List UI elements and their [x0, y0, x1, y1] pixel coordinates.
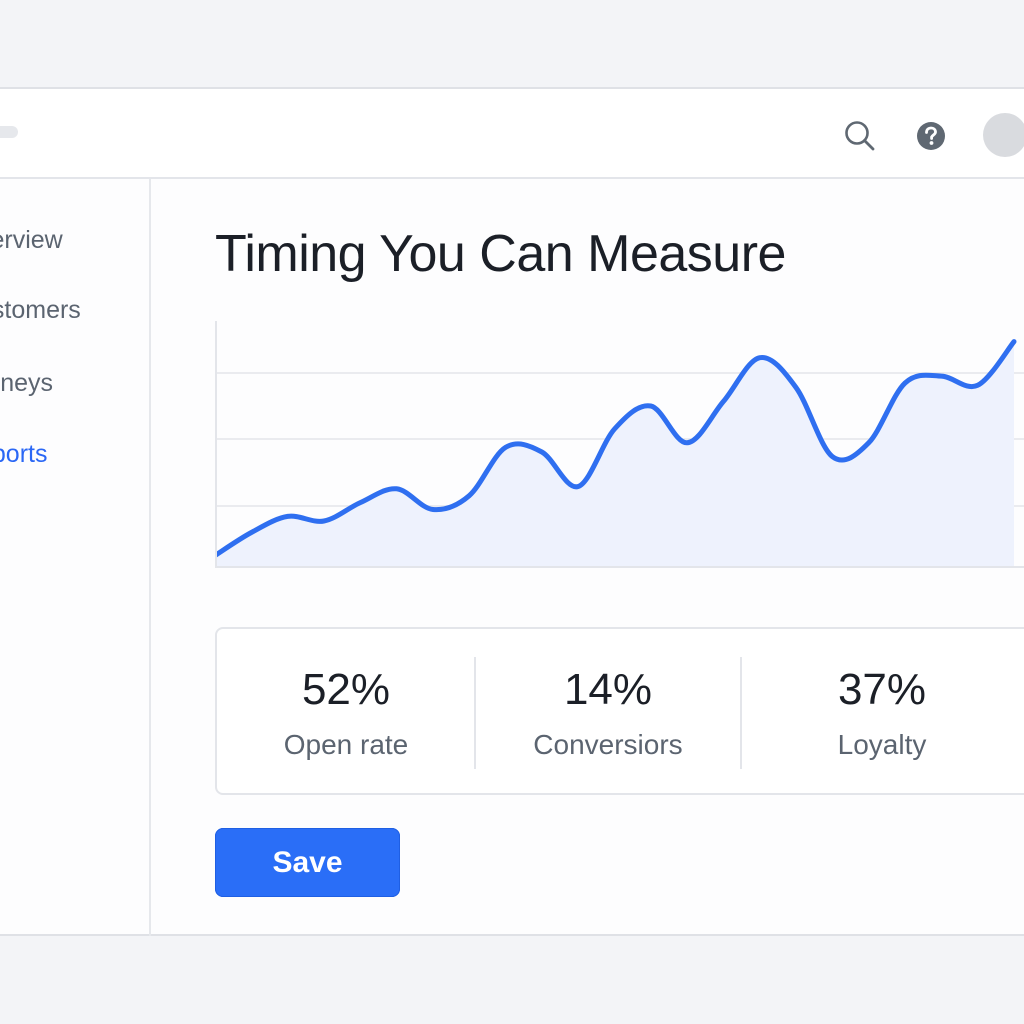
save-button[interactable]: Save	[215, 828, 400, 897]
page-title: Timing You Can Measure	[215, 225, 786, 283]
sidebar-item-label: verview	[0, 226, 63, 254]
app-window: verview ustomers urneys eports Timing Yo…	[0, 87, 1024, 936]
sidebar-item-journeys[interactable]: urneys	[0, 369, 53, 398]
stat-open-rate: 52% Open rate	[217, 629, 475, 793]
help-icon	[917, 122, 945, 150]
sidebar-item-label: ustomers	[0, 296, 81, 324]
stat-value: 52%	[301, 665, 391, 714]
avatar[interactable]	[983, 113, 1024, 157]
search-button[interactable]	[840, 116, 880, 156]
sidebar-item-label: urneys	[0, 369, 54, 397]
top-bar	[0, 89, 1024, 179]
stat-divider	[474, 657, 476, 769]
chart-series-line	[215, 339, 1017, 558]
stat-value: 37%	[837, 665, 927, 714]
chart-area-fill	[215, 341, 1014, 567]
sidebar-item-overview[interactable]: verview	[0, 226, 63, 255]
help-button[interactable]	[911, 116, 951, 156]
stat-conversions: 14% Conversiors	[476, 629, 740, 793]
stat-value: 14%	[563, 665, 653, 714]
stats-card: 52% Open rate 14% Conversiors 37% Loyalt…	[215, 627, 1024, 795]
stat-label: Open rate	[283, 729, 409, 760]
sidebar-item-label: eports	[0, 440, 48, 468]
sidebar-item-reports[interactable]: eports	[0, 440, 47, 469]
stat-label: Loyalty	[837, 729, 927, 760]
search-bar-edge[interactable]	[0, 126, 18, 138]
stat-loyalty: 37% Loyalty	[742, 629, 1022, 793]
sidebar-item-customers[interactable]: ustomers	[0, 296, 81, 325]
line-chart	[215, 321, 1024, 568]
stat-label: Conversiors	[533, 729, 683, 760]
search-icon	[845, 121, 875, 151]
sidebar: verview ustomers urneys eports	[0, 179, 151, 936]
stat-divider	[740, 657, 742, 769]
